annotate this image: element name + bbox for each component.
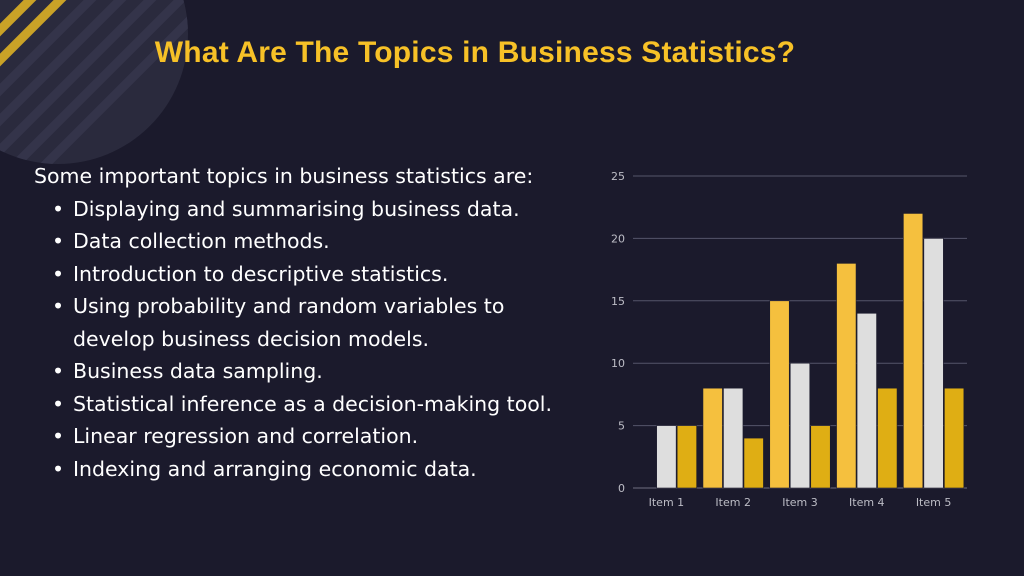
x-tick-label: Item 3 xyxy=(782,496,818,509)
y-tick-label: 10 xyxy=(611,357,625,370)
topic-item: Business data sampling. xyxy=(52,355,579,388)
topic-item: Displaying and summarising business data… xyxy=(52,193,579,226)
y-tick-label: 25 xyxy=(611,170,625,183)
decoration-stripe xyxy=(0,0,184,164)
decoration-stripe xyxy=(0,0,188,164)
topic-item: Data collection methods. xyxy=(52,225,579,258)
bar xyxy=(810,425,831,489)
bar xyxy=(723,387,744,489)
bar xyxy=(903,213,924,489)
slide-title: What Are The Topics in Business Statisti… xyxy=(154,36,796,69)
x-tick-label: Item 4 xyxy=(849,496,885,509)
topic-item: Linear regression and correlation. xyxy=(52,420,579,453)
bar xyxy=(656,425,677,489)
topics-list: Displaying and summarising business data… xyxy=(34,193,579,486)
topic-item: Statistical inference as a decision-maki… xyxy=(52,388,579,421)
x-tick-label: Item 1 xyxy=(649,496,685,509)
bar xyxy=(743,437,764,489)
bar xyxy=(877,387,898,489)
bar xyxy=(923,238,944,489)
bar xyxy=(789,362,811,489)
x-tick-label: Item 5 xyxy=(916,496,952,509)
y-tick-label: 5 xyxy=(618,420,625,433)
bar-chart: 0 5 10 15 20 25 Item 1 Item 2 Item 3 Item 4 Item 5 xyxy=(611,170,967,509)
decoration-stripe-gold xyxy=(0,0,94,74)
bar xyxy=(769,300,790,489)
decoration-stripe xyxy=(0,0,188,164)
topic-item: Introduction to descriptive statistics. xyxy=(52,258,579,291)
x-tick-label: Item 2 xyxy=(715,496,751,509)
bar xyxy=(702,387,723,489)
intro-text: Some important topics in business statis… xyxy=(34,164,534,188)
topic-item: Using probability and random variables t… xyxy=(52,290,579,355)
decoration-stripe xyxy=(0,0,188,164)
y-tick-label: 0 xyxy=(618,482,625,495)
bar xyxy=(676,425,697,489)
topic-item: Indexing and arranging economic data. xyxy=(52,453,579,486)
y-tick-label: 15 xyxy=(611,295,625,308)
corner-stripe-decoration xyxy=(0,0,188,164)
decoration-stripe xyxy=(0,0,154,134)
y-tick-label: 20 xyxy=(611,232,625,245)
bar xyxy=(944,387,965,489)
bar xyxy=(856,312,877,489)
bar xyxy=(836,263,857,489)
decoration-stripe-gold xyxy=(0,0,124,104)
topics-block: Some important topics in business statis… xyxy=(34,160,579,485)
